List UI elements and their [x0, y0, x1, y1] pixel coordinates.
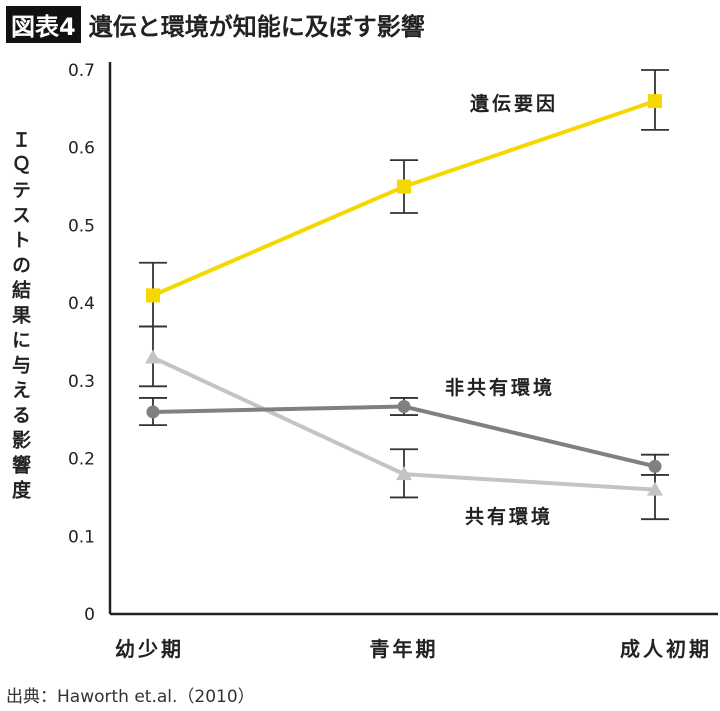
- figure-badge: 図表4: [6, 6, 81, 43]
- source-note: 出典：Haworth et.al.（2010）: [6, 687, 255, 707]
- y-tick-label: 0.7: [68, 61, 95, 81]
- y-tick-label: 0.3: [68, 372, 95, 392]
- data-point: [397, 400, 411, 414]
- y-tick-label: 0.2: [68, 450, 95, 470]
- data-point: [146, 405, 160, 419]
- series-label: 遺伝要因: [470, 92, 558, 115]
- data-point: [145, 349, 161, 364]
- series-label: 共有環境: [465, 505, 553, 528]
- y-tick-label: 0.4: [68, 294, 95, 314]
- series-label: 非共有環境: [445, 376, 555, 399]
- data-point: [396, 466, 412, 481]
- data-point: [648, 94, 662, 109]
- y-tick-label: 0.6: [68, 139, 95, 159]
- y-tick-label: 0.5: [68, 216, 95, 236]
- data-point: [648, 459, 662, 473]
- x-tick-label: 成人初期: [620, 637, 712, 661]
- data-point: [647, 481, 663, 496]
- x-tick-label: 青年期: [370, 637, 439, 661]
- chart-title: 図表4 遺伝と環境が知能に及ぼす影響: [6, 6, 425, 43]
- y-tick-label: 0.1: [68, 527, 95, 547]
- x-tick-label: 幼少期: [115, 637, 184, 661]
- data-point: [397, 179, 411, 194]
- y-tick-label: 0: [84, 605, 95, 625]
- title-text: 遺伝と環境が知能に及ぼす影響: [88, 13, 425, 41]
- data-point: [146, 288, 160, 303]
- y-axis-label: ＩＱテストの結果に与える影響度: [9, 130, 31, 505]
